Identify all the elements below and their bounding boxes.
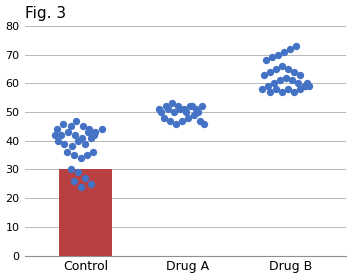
Point xyxy=(58,133,64,137)
Point xyxy=(159,110,164,114)
Point xyxy=(185,116,191,120)
Text: Fig. 3: Fig. 3 xyxy=(25,6,66,21)
Point xyxy=(277,78,283,83)
Point xyxy=(55,127,60,131)
Point xyxy=(71,179,76,183)
Point xyxy=(75,170,81,175)
Point xyxy=(157,107,162,111)
Point xyxy=(202,121,207,126)
Point xyxy=(167,118,172,123)
Point xyxy=(273,67,279,71)
Point xyxy=(291,69,297,74)
Point xyxy=(165,107,170,111)
Point xyxy=(88,182,94,186)
Point xyxy=(279,90,285,94)
Point xyxy=(88,136,94,140)
Point xyxy=(259,87,264,91)
Point xyxy=(61,121,66,126)
Point xyxy=(285,87,291,91)
Point xyxy=(271,81,277,86)
Point xyxy=(283,75,289,80)
Point xyxy=(289,78,295,83)
Point xyxy=(80,124,86,129)
Point xyxy=(279,64,285,68)
Point xyxy=(265,84,271,88)
Point xyxy=(65,150,70,155)
Point xyxy=(302,84,307,88)
Point xyxy=(99,127,105,131)
Point xyxy=(179,118,185,123)
Point xyxy=(71,153,76,157)
Point xyxy=(68,124,73,129)
Point xyxy=(175,104,181,109)
Point xyxy=(193,107,199,111)
Point xyxy=(191,113,197,117)
Point xyxy=(52,133,58,137)
Point xyxy=(183,110,189,114)
Point xyxy=(91,133,97,137)
Point xyxy=(68,167,73,172)
Point xyxy=(171,110,177,114)
Point xyxy=(78,184,83,189)
Point xyxy=(78,156,83,160)
Point xyxy=(200,104,205,109)
Point xyxy=(306,84,312,88)
Point xyxy=(288,47,293,51)
Point xyxy=(169,101,175,106)
Point xyxy=(285,67,291,71)
Point xyxy=(263,58,269,62)
Point xyxy=(66,130,71,134)
Point xyxy=(173,121,178,126)
Point xyxy=(79,136,84,140)
Point xyxy=(73,118,78,123)
Point xyxy=(267,90,272,94)
Point xyxy=(294,44,299,48)
Point xyxy=(75,138,81,143)
Point xyxy=(304,81,309,86)
Point xyxy=(163,104,168,109)
Bar xyxy=(59,169,112,256)
Point xyxy=(275,52,281,57)
Point xyxy=(86,127,92,131)
Point xyxy=(189,104,195,109)
Point xyxy=(281,49,287,54)
Point xyxy=(187,104,193,109)
Point xyxy=(84,153,90,157)
Point xyxy=(298,87,303,91)
Point xyxy=(302,84,307,88)
Point xyxy=(195,110,201,114)
Point xyxy=(82,176,88,180)
Point xyxy=(90,150,96,155)
Point xyxy=(273,87,279,91)
Point xyxy=(267,69,272,74)
Point xyxy=(291,90,297,94)
Point xyxy=(197,118,203,123)
Point xyxy=(298,73,303,77)
Point xyxy=(85,130,91,134)
Point xyxy=(269,55,275,60)
Point xyxy=(56,138,61,143)
Point xyxy=(177,107,183,111)
Point xyxy=(296,81,301,86)
Point xyxy=(181,107,187,111)
Point xyxy=(261,73,266,77)
Point xyxy=(69,144,74,149)
Point xyxy=(161,116,166,120)
Point xyxy=(82,141,88,146)
Point xyxy=(92,130,98,134)
Point xyxy=(62,141,67,146)
Point xyxy=(72,133,77,137)
